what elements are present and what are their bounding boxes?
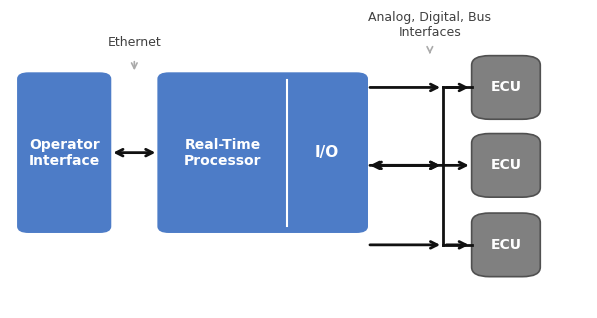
Text: Ethernet: Ethernet <box>107 37 161 49</box>
FancyBboxPatch shape <box>18 73 110 232</box>
Text: Real-Time
Processor: Real-Time Processor <box>184 138 261 168</box>
FancyBboxPatch shape <box>472 56 540 119</box>
FancyBboxPatch shape <box>472 134 540 197</box>
Text: Analog, Digital, Bus
Interfaces: Analog, Digital, Bus Interfaces <box>368 11 491 39</box>
Text: ECU: ECU <box>491 80 521 94</box>
FancyBboxPatch shape <box>472 213 540 277</box>
Text: ECU: ECU <box>491 238 521 252</box>
Text: Operator
Interface: Operator Interface <box>29 138 100 168</box>
Text: I/O: I/O <box>315 145 339 160</box>
Text: ECU: ECU <box>491 158 521 172</box>
FancyBboxPatch shape <box>158 73 367 232</box>
